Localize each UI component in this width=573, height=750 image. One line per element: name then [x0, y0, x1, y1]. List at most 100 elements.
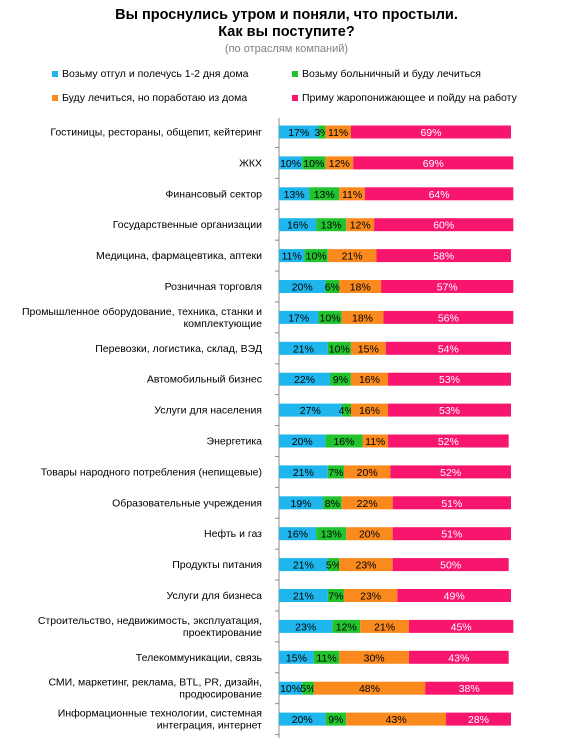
data-label-series-3: 38%: [459, 683, 480, 695]
bar-segment-series-0: [279, 125, 319, 139]
bar-segment-series-2: [350, 372, 389, 386]
data-label-series-2: 21%: [342, 251, 363, 263]
bar-segment-series-3: [376, 249, 511, 263]
data-label-series-1: 6%: [325, 282, 340, 294]
data-label-series-3: 52%: [440, 467, 461, 479]
bar-segment-series-1: [327, 465, 344, 479]
category-label: Продукты питания: [172, 559, 262, 571]
data-label-series-0: 20%: [292, 436, 313, 448]
data-label-series-1: 9%: [333, 374, 348, 386]
data-label-series-3: 53%: [439, 374, 460, 386]
bar-segment-series-2: [325, 156, 354, 170]
bar-segment-series-3: [385, 341, 511, 355]
bar-segment-series-3: [397, 589, 511, 602]
bar-segment-series-1: [313, 650, 340, 664]
data-label-series-2: 15%: [358, 343, 379, 355]
bar-segment-series-1: [325, 712, 347, 726]
data-label-series-1: 9%: [328, 714, 343, 726]
data-label-series-0: 17%: [288, 312, 309, 324]
legend-swatch-3: [292, 95, 298, 101]
data-label-series-2: 30%: [364, 652, 385, 664]
bar-segment-series-3: [388, 372, 511, 386]
data-label-series-3: 58%: [433, 251, 454, 263]
bar-segment-series-0: [279, 156, 303, 170]
bar-segment-series-0: [279, 341, 328, 355]
bar-segment-series-3: [390, 465, 511, 479]
data-label-series-0: 20%: [292, 282, 313, 294]
data-label-series-3: 50%: [440, 560, 461, 572]
category-label: Товары народного потребления (непищевые): [41, 466, 262, 478]
bar-segment-series-1: [327, 341, 351, 355]
category-label: Финансовый сектор: [165, 188, 262, 200]
data-label-series-3: 53%: [439, 405, 460, 417]
bar-segment-series-3: [353, 156, 514, 170]
data-label-series-1: 7%: [328, 591, 343, 603]
category-label: Услуги для населения: [154, 405, 262, 417]
data-label-series-0: 19%: [291, 498, 312, 510]
data-label-series-1: 13%: [321, 220, 342, 232]
legend-label-1: Возьму больничный и буду лечиться: [302, 68, 481, 80]
category-label: ЖКХ: [239, 157, 262, 169]
legend-item-series-2: Буду лечиться, но поработаю из дома: [52, 92, 247, 104]
bar-segment-series-0: [279, 496, 324, 510]
legend-item-series-3: Приму жаропонижающее и пойду на работу: [292, 92, 517, 104]
data-label-series-3: 51%: [441, 498, 462, 510]
data-label-series-1: 4%: [339, 405, 354, 417]
legend-label-3: Приму жаропонижающее и пойду на работу: [302, 92, 517, 104]
bar-segment-series-1: [327, 589, 344, 602]
category-label: Телекоммуникации, связь: [136, 652, 263, 664]
bar-segment-series-2: [327, 249, 377, 263]
category-label: Образовательные учреждения: [112, 497, 262, 509]
bar-segment-series-0: [279, 218, 317, 232]
data-label-series-3: 51%: [441, 529, 462, 541]
category-label: Розничная торговля: [165, 281, 262, 293]
chart-title-line1: Вы проснулись утром и поняли, что просты…: [115, 7, 458, 23]
data-label-series-3: 52%: [438, 436, 459, 448]
legend-swatch-2: [52, 95, 58, 101]
data-label-series-2: 12%: [329, 158, 350, 170]
bar-segment-series-0: [279, 372, 331, 386]
bar-segment-series-2: [350, 341, 386, 355]
bar-segment-series-2: [343, 465, 391, 479]
category-label: Автомобильный бизнес: [147, 374, 262, 386]
data-label-series-0: 10%: [280, 683, 301, 695]
bar-segment-series-0: [279, 249, 305, 263]
data-label-series-2: 16%: [359, 405, 380, 417]
bar-segment-series-1: [318, 125, 326, 139]
data-label-series-2: 18%: [352, 312, 373, 324]
bar-segment-series-0: [279, 434, 326, 448]
bar-segment-series-0: [279, 558, 328, 572]
bar-segment-series-3: [408, 619, 514, 633]
data-label-series-1: 10%: [303, 158, 324, 170]
category-label: Строительство, недвижимость, эксплуатаци…: [38, 615, 262, 639]
data-label-series-3: 49%: [444, 591, 465, 603]
bar-segment-series-2: [325, 125, 351, 139]
bar-segment-series-1: [341, 403, 351, 417]
bar-segment-series-2: [350, 403, 389, 417]
data-label-series-0: 15%: [286, 652, 307, 664]
bar-segment-series-1: [327, 558, 340, 572]
data-label-series-3: 43%: [448, 652, 469, 664]
data-label-series-1: 12%: [336, 621, 357, 633]
data-label-series-3: 56%: [438, 312, 459, 324]
data-label-series-2: 11%: [328, 127, 348, 139]
bar-segment-series-2: [313, 681, 426, 695]
data-label-series-2: 23%: [360, 591, 381, 603]
data-label-series-0: 27%: [300, 405, 321, 417]
data-label-series-2: 16%: [359, 374, 380, 386]
data-label-series-1: 10%: [320, 312, 341, 324]
data-label-series-3: 28%: [468, 714, 489, 726]
data-label-series-0: 20%: [292, 714, 313, 726]
bar-segment-series-0: [279, 619, 333, 633]
chart-subtitle: (по отраслям компаний): [224, 43, 349, 55]
bar-segment-series-3: [364, 187, 514, 201]
data-label-series-2: 21%: [374, 621, 395, 633]
bar-segment-series-2: [339, 650, 409, 664]
data-label-series-0: 16%: [287, 529, 308, 541]
category-label: Гостиницы, рестораны, общепит, кейтеринг: [50, 127, 262, 139]
bar-segment-series-0: [279, 310, 319, 324]
legend-swatch-0: [52, 71, 58, 77]
bar-segment-series-3: [425, 681, 514, 695]
legend-item-series-0: Возьму отгул и полечусь 1-2 дня дома: [52, 68, 248, 80]
category-label: Энергетика: [207, 436, 263, 448]
